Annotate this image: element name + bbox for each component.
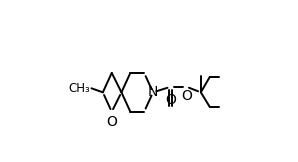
Text: N: N xyxy=(148,85,158,98)
Text: O: O xyxy=(106,115,117,128)
Text: O: O xyxy=(165,93,176,107)
Text: O: O xyxy=(182,89,193,103)
Text: CH₃: CH₃ xyxy=(69,82,90,95)
